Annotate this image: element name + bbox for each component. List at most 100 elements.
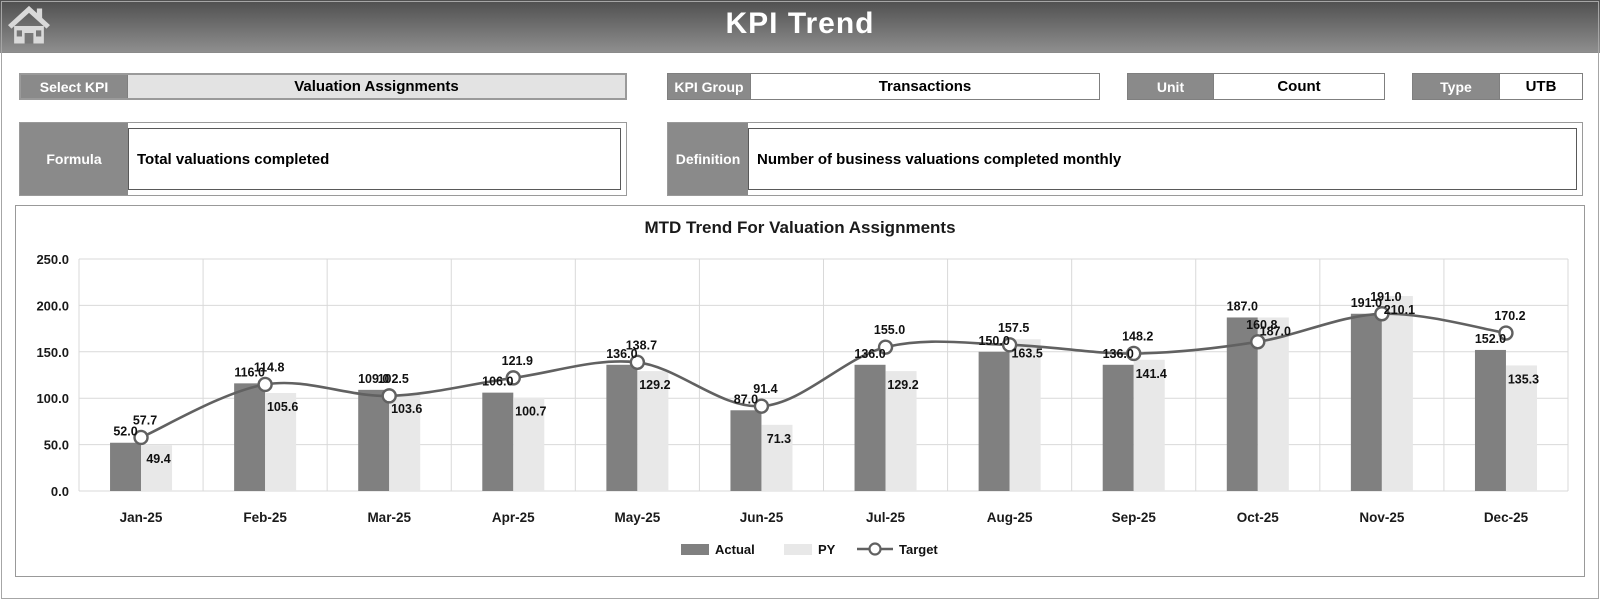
legend-label: Target [899,542,938,557]
actual-bar [1350,313,1382,491]
target-marker [1374,306,1390,322]
target-value-label: 155.0 [874,323,905,337]
formula-value: Total valuations completed [128,128,621,190]
actual-bar [482,392,514,491]
target-marker [505,370,521,386]
type-value: UTB [1499,74,1582,99]
gridlines: 0.0 50.0 100.0 150.0 200.0 250.0 [36,252,1569,499]
py-value-label: 210.1 [1384,303,1415,317]
py-bar [761,424,793,491]
legend-marker-target [868,542,882,556]
home-icon-window [16,30,22,37]
legend: Actual PY Target [681,542,938,557]
x-axis-label: Jul-25 [866,510,906,525]
actual-value-label: 116.0 [234,365,265,379]
py-bar [1009,339,1041,491]
y-axis-tick-label: 50.0 [44,438,69,453]
py-bar [637,371,669,491]
py-bar [389,394,421,491]
x-axis-label: Feb-25 [243,510,287,525]
py-value-label: 71.3 [767,432,791,446]
py-bar [513,397,545,491]
legend-swatch-py [784,544,812,555]
page-title: KPI Trend [725,7,875,40]
actual-bar [358,389,390,491]
x-axis-label: Dec-25 [1484,510,1529,525]
select-kpi-label: Select KPI [21,75,127,98]
py-value-label: 129.2 [639,378,670,392]
y-axis-tick-label: 200.0 [36,298,69,313]
x-axis-label: Aug-25 [987,510,1033,525]
actual-value-label: 152.0 [1475,332,1506,346]
actual-value-label: 150.0 [978,334,1009,348]
y-axis-tick-label: 250.0 [36,252,69,267]
target-marker [753,398,770,414]
y-axis-tick-label: 150.0 [36,345,69,360]
py-value-label: 105.6 [267,400,298,414]
x-axis-label: Nov-25 [1359,510,1405,525]
unit-field: Unit Count [1127,73,1385,100]
home-icon[interactable] [8,5,50,47]
target-value-label: 91.4 [753,382,777,396]
actual-value-label: 136.0 [606,347,637,361]
actual-bar [606,364,638,491]
chart-panel: MTD Trend For Valuation Assignments 0.0 5… [15,205,1585,577]
unit-value: Count [1213,74,1384,99]
target-value-label: 121.9 [502,354,533,368]
type-label: Type [1413,74,1499,99]
target-value-label: 157.5 [998,321,1029,335]
header: KPI Trend [0,0,1600,53]
x-axis-label: Apr-25 [492,510,535,525]
py-value-label: 103.6 [391,402,422,416]
target-value-label: 102.5 [378,372,409,386]
kpi-group-field: KPI Group Transactions [667,73,1100,100]
kpi-trend-chart: 0.0 50.0 100.0 150.0 200.0 250.0 52.057.7 49.4 1… [36,252,1569,557]
target-value-label: 191.0 [1370,290,1401,304]
select-kpi-value[interactable]: Valuation Assignments [127,75,625,98]
py-bar [141,445,173,491]
target-marker [1498,325,1514,341]
target-marker [257,376,273,393]
type-field: Type UTB [1412,73,1583,100]
target-marker [629,354,646,370]
home-icon-door [24,33,34,44]
actual-bar [978,351,1010,491]
x-axis-label: Sep-25 [1112,510,1157,525]
target-marker [1250,334,1266,350]
actual-bar [234,383,266,491]
py-bar [1133,359,1165,491]
actual-value-label: 136.0 [854,347,885,361]
actual-bar [110,442,142,491]
actual-value-label: 109.0 [358,372,389,386]
x-axis-label: Oct-25 [1237,510,1280,525]
chart-title: MTD Trend For Valuation Assignments [644,218,956,237]
y-axis-tick-label: 100.0 [36,391,69,406]
definition-label: Definition [668,123,748,195]
x-axis-label: Mar-25 [367,510,411,525]
target-marker [1001,337,1018,353]
py-value-label: 129.2 [887,378,918,392]
target-value-label: 160.8 [1246,318,1277,332]
target-value-label: 114.8 [254,360,285,374]
legend-label: Actual [715,542,755,557]
definition-value: Number of business valuations completed … [748,128,1577,190]
actual-bar [1102,364,1134,491]
select-kpi-field: Select KPI Valuation Assignments [19,73,627,100]
target-marker [133,429,149,446]
py-value-label: 135.3 [1508,372,1539,386]
target-value-label: 138.7 [626,338,657,352]
unit-label: Unit [1128,74,1213,99]
home-icon-window [36,30,42,37]
actual-value-label: 52.0 [113,425,137,439]
formula-label: Formula [20,123,128,195]
py-value-label: 141.4 [1136,367,1167,381]
actual-bar [1474,349,1506,491]
py-value-label: 163.5 [1011,346,1042,360]
target-value-label: 170.2 [1494,309,1525,323]
py-value-label: 100.7 [515,405,546,419]
py-bar [265,393,297,491]
y-axis-tick-label: 0.0 [51,484,69,499]
bars [110,296,1537,491]
py-value-label: 187.0 [1260,324,1291,338]
